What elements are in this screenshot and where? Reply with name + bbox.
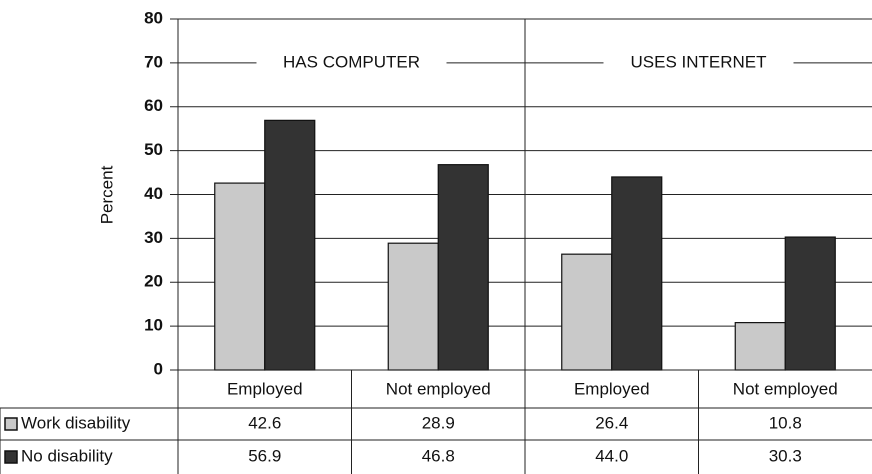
bar [214,182,266,371]
y-tick-label: 10 [144,316,163,335]
bar [387,242,439,371]
bar [437,164,489,371]
data-label: 10.8 [769,413,802,432]
x-tick-label: Not employed [733,379,838,398]
data-label: 28.9 [422,413,455,432]
y-tick-label: 20 [144,272,163,291]
data-label: 44.0 [595,446,628,465]
bar [561,253,613,371]
bar [784,236,836,371]
group-title-bg [256,48,447,77]
bar [734,322,786,371]
y-tick-label: 80 [144,8,163,27]
y-tick-label: 50 [144,140,163,159]
data-label: 46.8 [422,446,455,465]
x-tick-label: Employed [227,379,303,398]
data-label: 56.9 [248,446,281,465]
data-label: 42.6 [248,413,281,432]
y-tick-label: 70 [144,52,163,71]
data-label: 30.3 [769,446,802,465]
x-tick-label: Not employed [386,379,491,398]
data-label: 26.4 [595,413,628,432]
y-tick-label: 30 [144,228,163,247]
bar [611,176,663,371]
group-title: USES INTERNET [630,52,766,71]
legend-swatch [4,417,18,431]
x-tick-label: Employed [574,379,650,398]
legend-swatch [4,450,18,464]
y-tick-label: 60 [144,96,163,115]
bar [264,119,316,371]
y-axis-label: Percent [97,165,116,224]
group-title: HAS COMPUTER [283,52,420,71]
group-title-bg [603,48,794,77]
legend-label: Work disability [21,413,131,432]
legend-label: No disability [21,446,113,465]
y-tick-label: 0 [154,359,163,378]
y-tick-label: 40 [144,184,163,203]
